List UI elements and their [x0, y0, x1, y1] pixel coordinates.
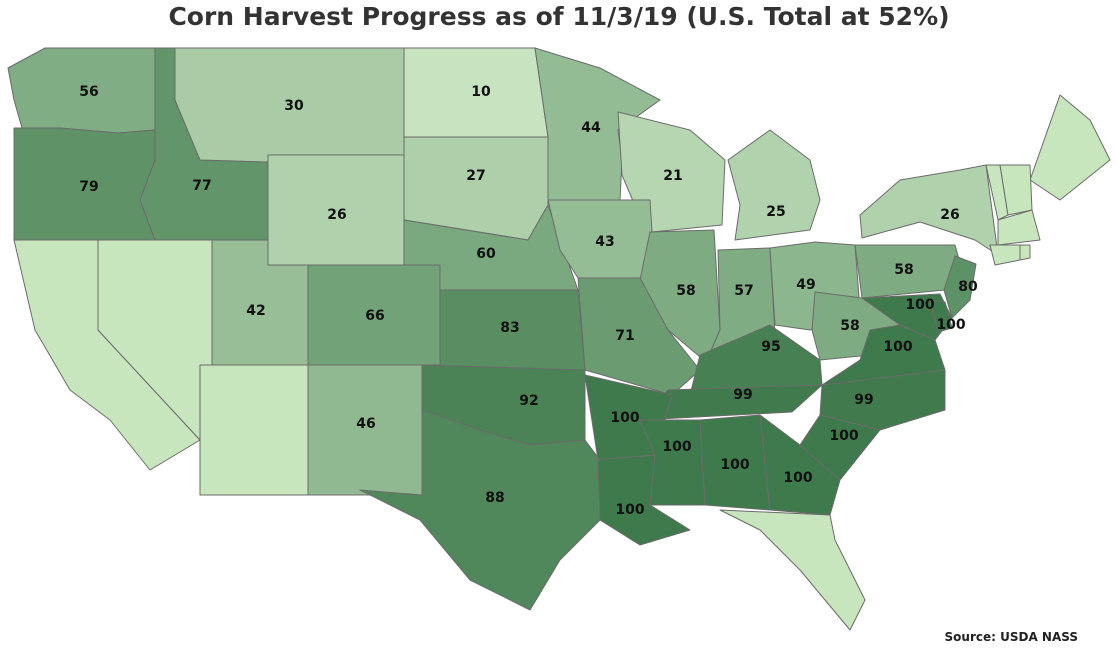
- state-value-label-de: 100: [936, 317, 965, 333]
- state-ny[interactable]: [859, 164, 999, 256]
- state-tx[interactable]: [359, 409, 611, 611]
- state-value-label-mt: 30: [284, 98, 304, 114]
- state-value-label-co: 66: [365, 308, 384, 324]
- state-ct[interactable]: [989, 244, 1021, 266]
- state-value-label-va: 100: [883, 339, 912, 355]
- state-ri[interactable]: [1019, 244, 1031, 261]
- map-title: Corn Harvest Progress as of 11/3/19 (U.S…: [168, 2, 950, 31]
- state-de[interactable]: [929, 299, 953, 333]
- state-value-label-wi: 21: [663, 168, 682, 184]
- state-nc[interactable]: [819, 369, 946, 431]
- state-value-label-nj: 80: [958, 279, 978, 295]
- state-value-label-mn: 44: [581, 120, 601, 136]
- state-me[interactable]: [1029, 94, 1111, 201]
- state-value-label-mi: 25: [766, 204, 785, 220]
- state-value-label-ky: 95: [761, 339, 780, 355]
- state-value-label-ia: 43: [595, 234, 614, 250]
- state-value-label-ny: 26: [940, 207, 959, 223]
- state-value-label-nm: 46: [356, 416, 375, 432]
- state-value-label-ms: 100: [662, 439, 691, 455]
- state-ga[interactable]: [759, 414, 841, 516]
- state-fl[interactable]: [719, 509, 866, 631]
- state-az[interactable]: [199, 364, 309, 496]
- state-value-label-wv: 58: [840, 318, 859, 334]
- state-mi[interactable]: [727, 129, 821, 241]
- state-nj[interactable]: [943, 255, 977, 319]
- state-value-label-or: 79: [79, 179, 98, 195]
- state-value-label-ok: 92: [519, 393, 538, 409]
- state-value-label-mo: 71: [615, 328, 634, 344]
- state-value-label-sc: 100: [829, 428, 858, 444]
- state-value-label-ga: 100: [783, 470, 812, 486]
- state-value-label-in: 57: [734, 283, 753, 299]
- state-value-label-ne: 60: [476, 246, 496, 262]
- state-ms[interactable]: [639, 419, 706, 506]
- state-value-label-sd: 27: [466, 168, 485, 184]
- state-value-label-pa: 58: [894, 262, 913, 278]
- state-value-label-md: 100: [905, 297, 934, 313]
- state-value-label-tx: 88: [485, 490, 504, 506]
- state-value-label-oh: 49: [796, 277, 815, 293]
- state-value-label-wa: 56: [79, 84, 98, 100]
- state-ma[interactable]: [997, 209, 1041, 246]
- state-ky[interactable]: [689, 324, 823, 396]
- state-value-label-nd: 10: [471, 84, 491, 100]
- state-value-label-id: 77: [192, 178, 211, 194]
- state-la[interactable]: [597, 454, 691, 546]
- state-value-label-il: 58: [676, 283, 695, 299]
- state-value-label-wy: 26: [327, 207, 346, 223]
- state-value-label-ks: 83: [500, 320, 519, 336]
- state-value-label-ut: 42: [246, 303, 265, 319]
- source-note: Source: USDA NASS: [944, 630, 1078, 644]
- state-value-label-al: 100: [720, 457, 749, 473]
- state-value-label-ar: 100: [610, 410, 639, 426]
- state-value-label-la: 100: [615, 502, 644, 518]
- state-value-label-nc: 99: [854, 392, 873, 408]
- state-value-label-tn: 99: [733, 387, 752, 403]
